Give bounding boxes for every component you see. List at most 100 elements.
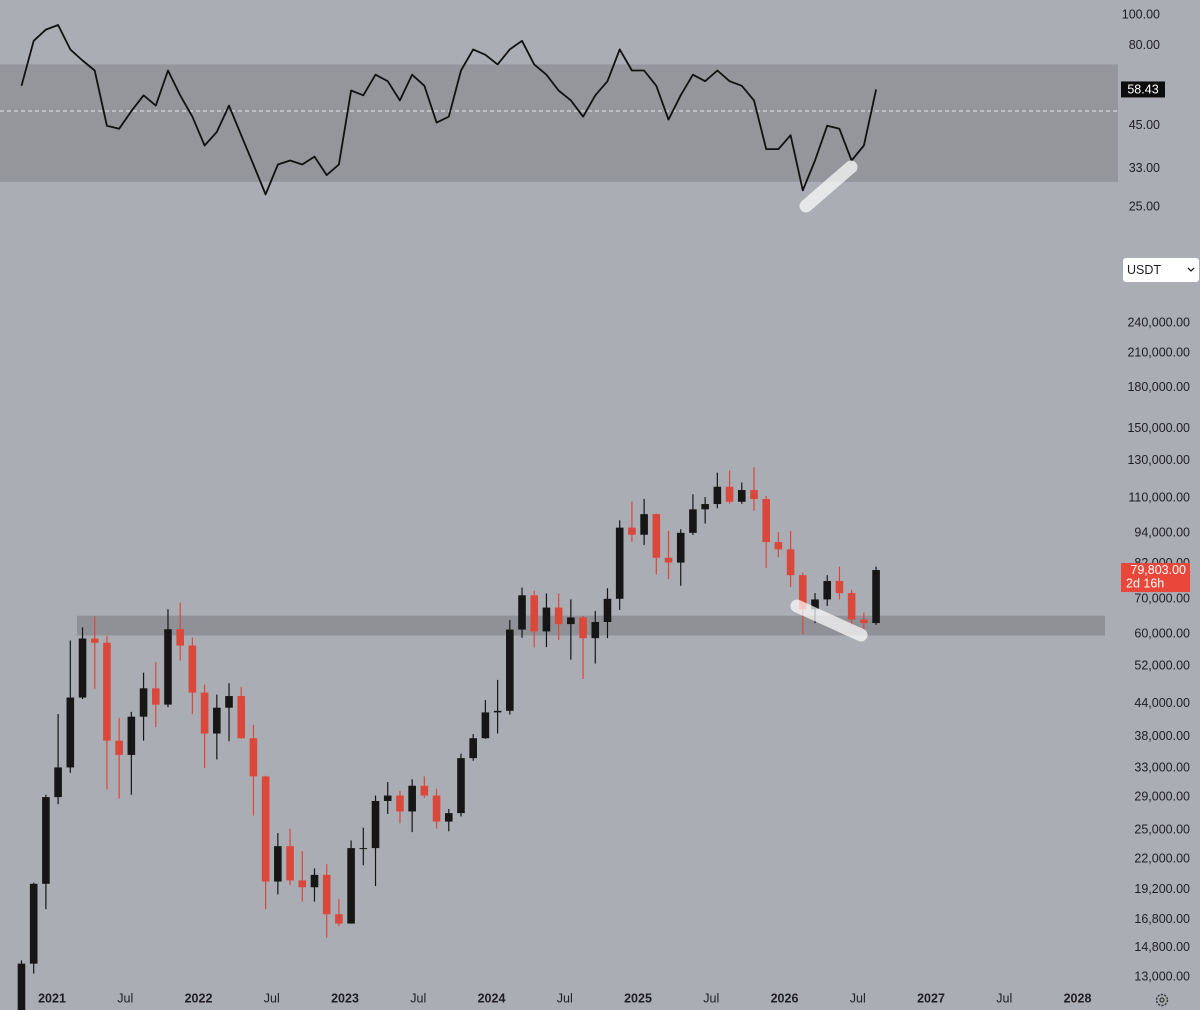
candle-body: [151, 688, 160, 705]
candle-body: [493, 710, 502, 713]
y-tick-label: 240,000.00: [1127, 315, 1190, 329]
candle-body: [591, 621, 600, 639]
candle-body: [176, 629, 184, 646]
candle-body: [261, 776, 270, 882]
dropdown-chevron: [1187, 267, 1195, 272]
candle-body: [689, 509, 697, 533]
y-tick-label: 14,800.00: [1134, 940, 1190, 954]
candle-body: [762, 499, 770, 543]
last-price-box: [1121, 563, 1190, 593]
candle-body: [481, 712, 490, 739]
y-tick-label: 100.00: [1122, 7, 1160, 21]
y-tick-label: 25.00: [1129, 199, 1160, 213]
candle-body: [432, 795, 441, 822]
candle-body: [628, 527, 636, 535]
y-tick-label: 210,000.00: [1127, 345, 1190, 359]
x-tick-label: 2024: [478, 991, 506, 1005]
candle-body: [164, 629, 172, 705]
y-tick-label: 22,000.00: [1134, 851, 1190, 865]
candle-body: [115, 740, 123, 755]
candle-body: [750, 490, 758, 500]
candle-body: [518, 595, 526, 630]
candle-body: [835, 580, 844, 594]
y-tick-label: 38,000.00: [1134, 729, 1190, 743]
gear-icon[interactable]: [1155, 993, 1169, 1007]
candle-body: [66, 697, 75, 768]
candle-body: [274, 846, 282, 882]
x-tick-label: Jul: [117, 991, 133, 1005]
candle-body: [603, 598, 612, 622]
countdown-label: 2d 16h: [1126, 576, 1164, 590]
y-tick-label: 33,000.00: [1134, 760, 1190, 774]
candle-body: [127, 716, 136, 755]
x-tick-label: 2025: [624, 991, 652, 1005]
candle-body: [567, 617, 575, 625]
candle-body: [737, 490, 746, 502]
currency-selector[interactable]: USDT: [1123, 258, 1199, 282]
candle-body: [322, 874, 331, 915]
candle-body: [506, 629, 514, 711]
candle-body: [579, 617, 587, 639]
candle-body: [652, 514, 661, 558]
candle-body: [286, 846, 294, 881]
x-tick-label: Jul: [410, 991, 426, 1005]
candle-body: [396, 795, 404, 812]
x-tick-label: 2023: [331, 991, 359, 1005]
candle-body: [799, 575, 807, 610]
y-tick-label: 25,000.00: [1134, 823, 1190, 837]
candle-body: [530, 595, 539, 632]
marks-layer: [17, 24, 880, 1010]
x-tick-label: Jul: [264, 991, 280, 1005]
gear-center: [1159, 997, 1165, 1003]
y-tick-label: 16,800.00: [1134, 912, 1190, 926]
candle-body: [237, 696, 246, 739]
y-tick-label: 80.00: [1129, 38, 1160, 52]
y-tick-label: 110,000.00: [1128, 490, 1190, 504]
y-tick-label: 13,000.00: [1134, 969, 1190, 983]
settings-button[interactable]: [1155, 993, 1169, 1007]
rsi-band: [0, 64, 1118, 182]
candle-body: [17, 963, 26, 1010]
y-tick-label: 180,000.00: [1127, 380, 1190, 394]
y-tick-label: 52,000.00: [1134, 658, 1190, 672]
candle-body: [860, 619, 868, 624]
x-tick-label: 2021: [38, 991, 66, 1005]
candle-body: [78, 638, 87, 698]
y-tick-label: 70,000.00: [1134, 592, 1190, 606]
y-tick-label: 60,000.00: [1134, 626, 1190, 640]
support-zone: [77, 615, 1105, 636]
dropdown-box[interactable]: [1123, 258, 1199, 282]
candle-body: [103, 642, 111, 741]
highlight-trendline: [790, 599, 868, 642]
labels-layer: 100.00 80.00 45.00 33.00 25.00 58.43 240,000.0…: [38, 7, 1190, 1005]
candle-body: [213, 707, 221, 734]
candle-body: [676, 532, 685, 563]
candle-body: [847, 593, 856, 620]
candle-body: [42, 797, 50, 884]
candle-body: [54, 767, 62, 798]
y-tick-label: 44,000.00: [1134, 696, 1190, 710]
candle-body: [774, 542, 783, 550]
candle-body: [872, 570, 880, 624]
candle-body: [200, 692, 209, 734]
candle-body: [335, 914, 343, 924]
y-tick-label: 19,200.00: [1134, 882, 1190, 896]
x-tick-label: Jul: [703, 991, 719, 1005]
y-tick-label: 33.00: [1129, 161, 1160, 175]
candle-body: [786, 549, 795, 576]
candle-body: [701, 504, 709, 510]
candle-body: [640, 514, 648, 535]
x-tick-label: 2028: [1064, 991, 1092, 1005]
candle-body: [554, 607, 563, 625]
candle-body: [469, 738, 477, 759]
y-tick-label: 94,000.00: [1134, 526, 1190, 540]
highlight-trendline: [799, 160, 858, 213]
candle-body: [359, 848, 368, 850]
x-tick-label: 2026: [771, 991, 799, 1005]
currency-label: USDT: [1127, 263, 1161, 277]
x-tick-label: Jul: [557, 991, 573, 1005]
candle-body: [188, 645, 197, 693]
